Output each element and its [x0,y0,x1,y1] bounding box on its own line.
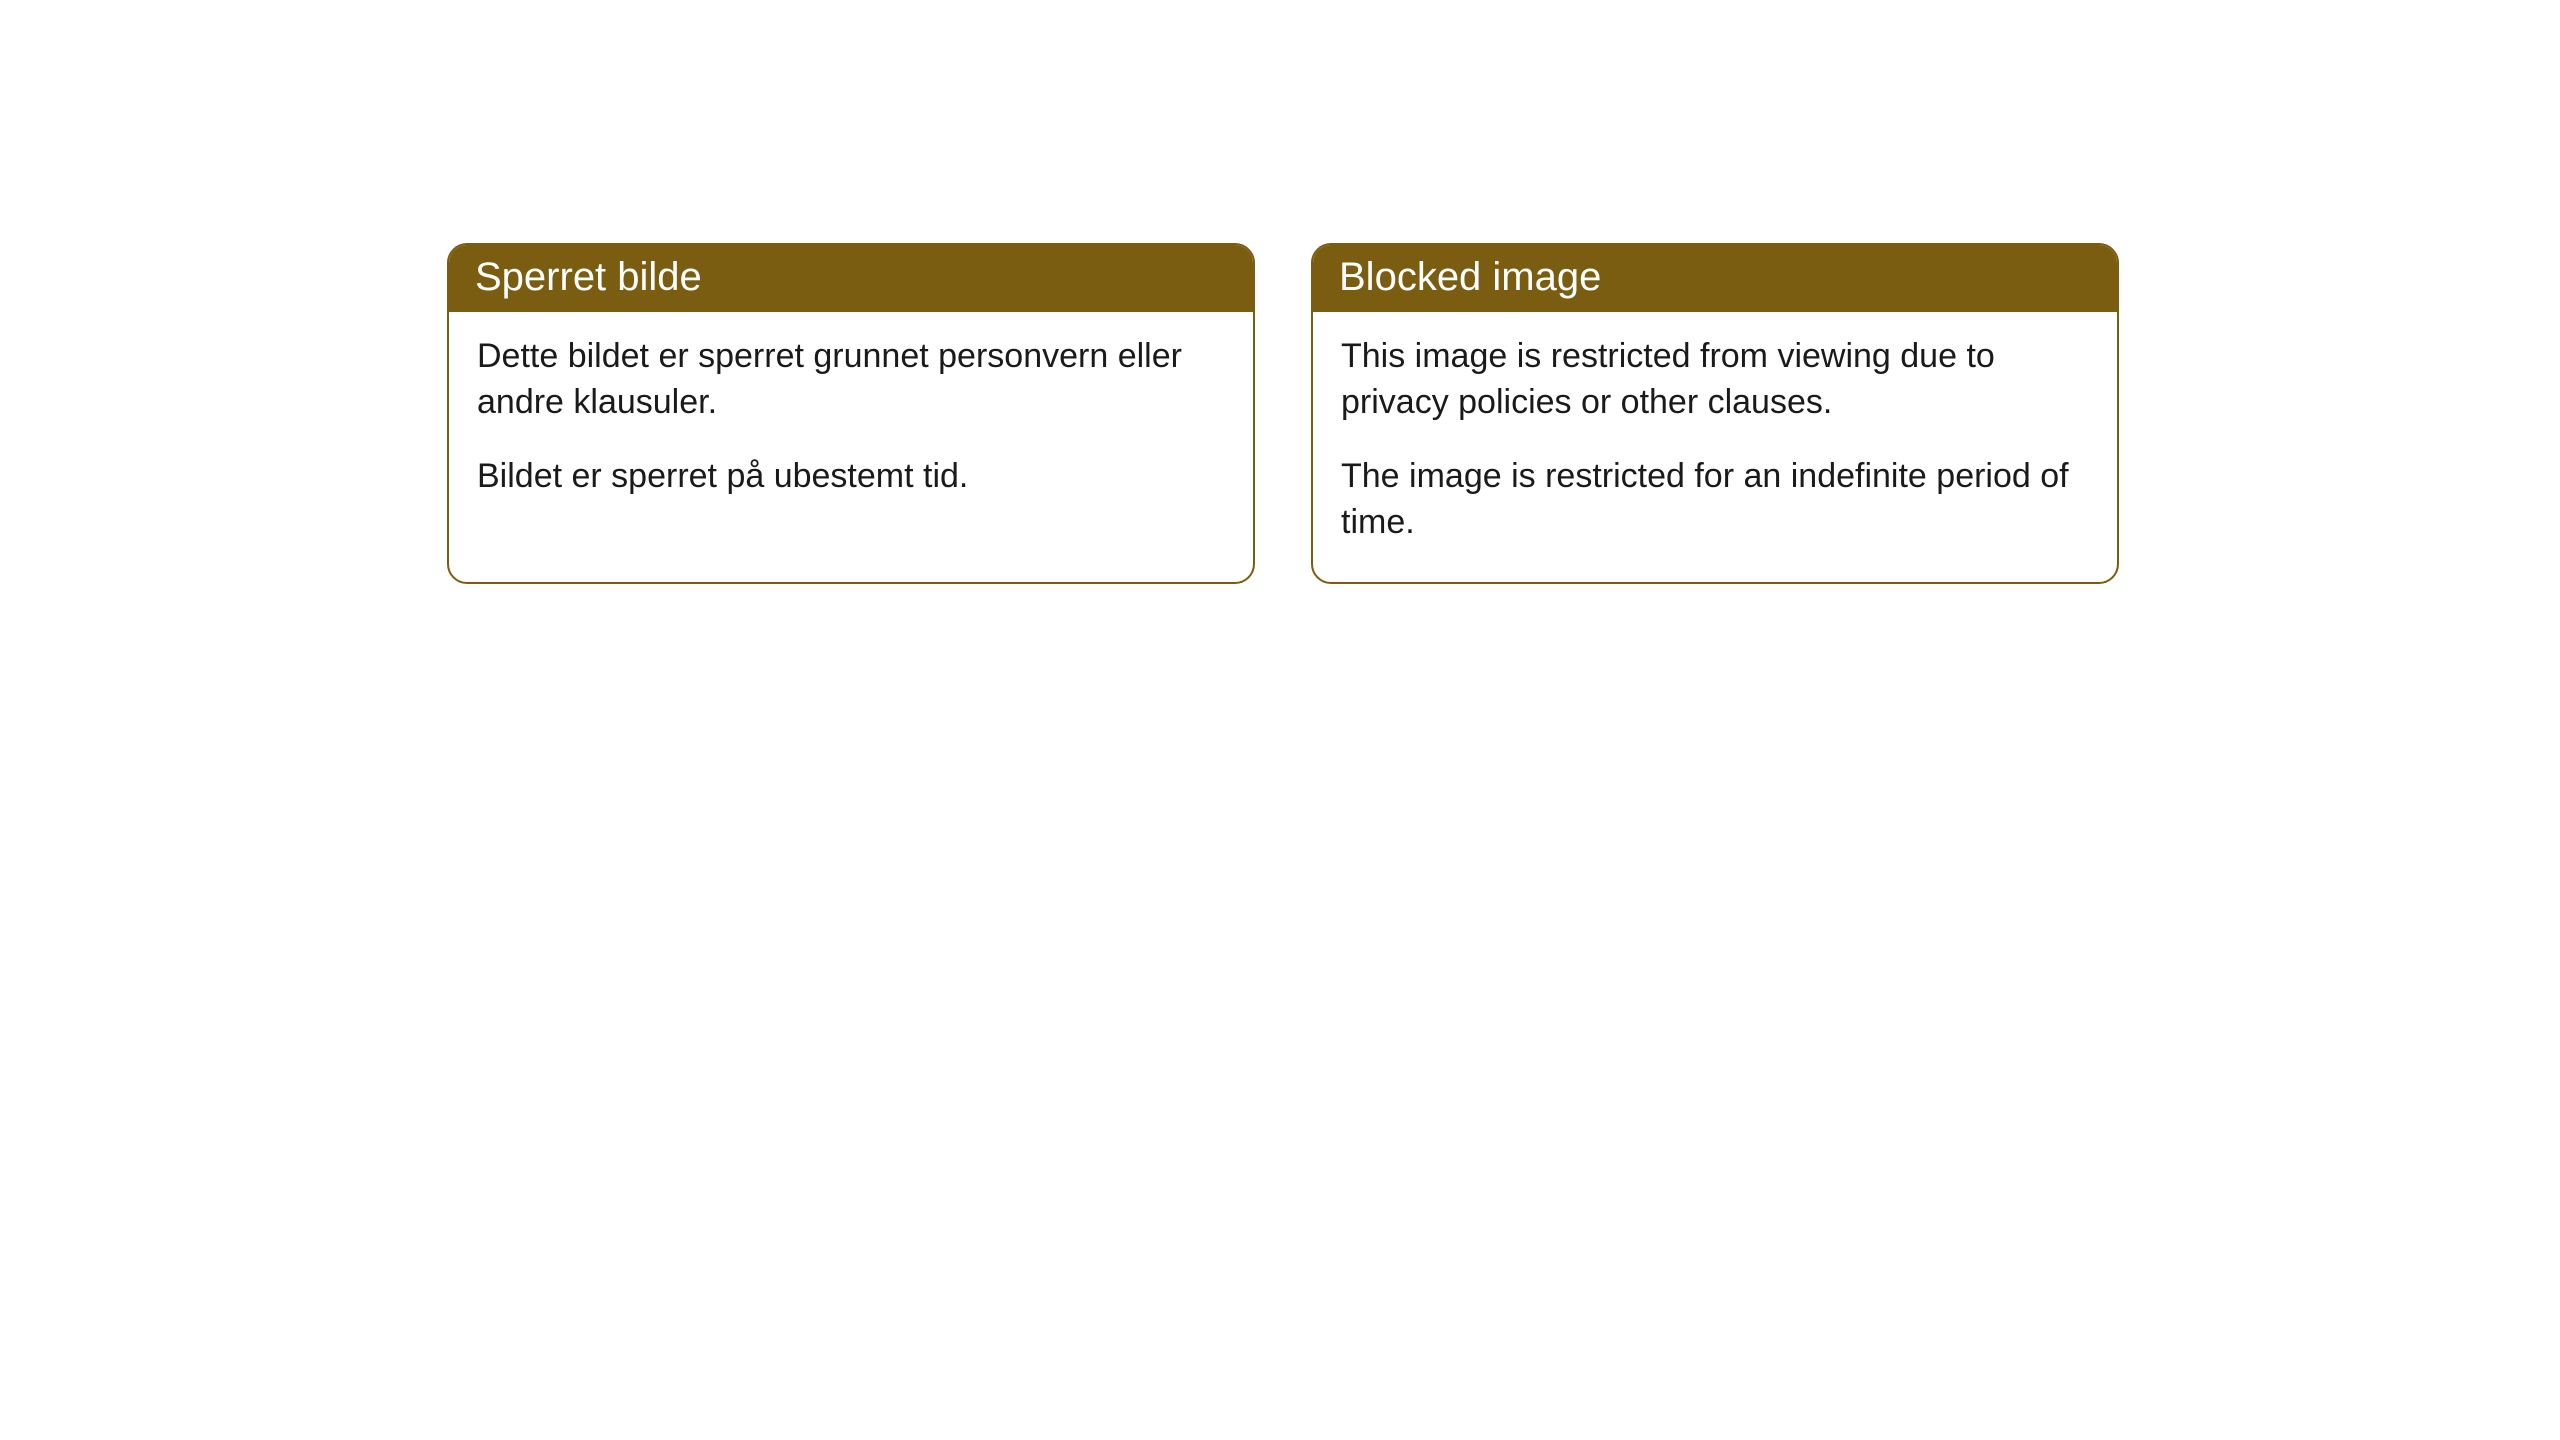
notice-cards-container: Sperret bilde Dette bildet er sperret gr… [0,0,2560,584]
blocked-image-card-no: Sperret bilde Dette bildet er sperret gr… [447,243,1255,584]
card-header: Sperret bilde [449,245,1253,312]
card-paragraph: Dette bildet er sperret grunnet personve… [477,334,1225,426]
blocked-image-card-en: Blocked image This image is restricted f… [1311,243,2119,584]
card-body: Dette bildet er sperret grunnet personve… [449,312,1253,536]
card-paragraph: Bildet er sperret på ubestemt tid. [477,454,1225,500]
card-paragraph: This image is restricted from viewing du… [1341,334,2089,426]
card-body: This image is restricted from viewing du… [1313,312,2117,582]
card-header: Blocked image [1313,245,2117,312]
card-paragraph: The image is restricted for an indefinit… [1341,454,2089,546]
